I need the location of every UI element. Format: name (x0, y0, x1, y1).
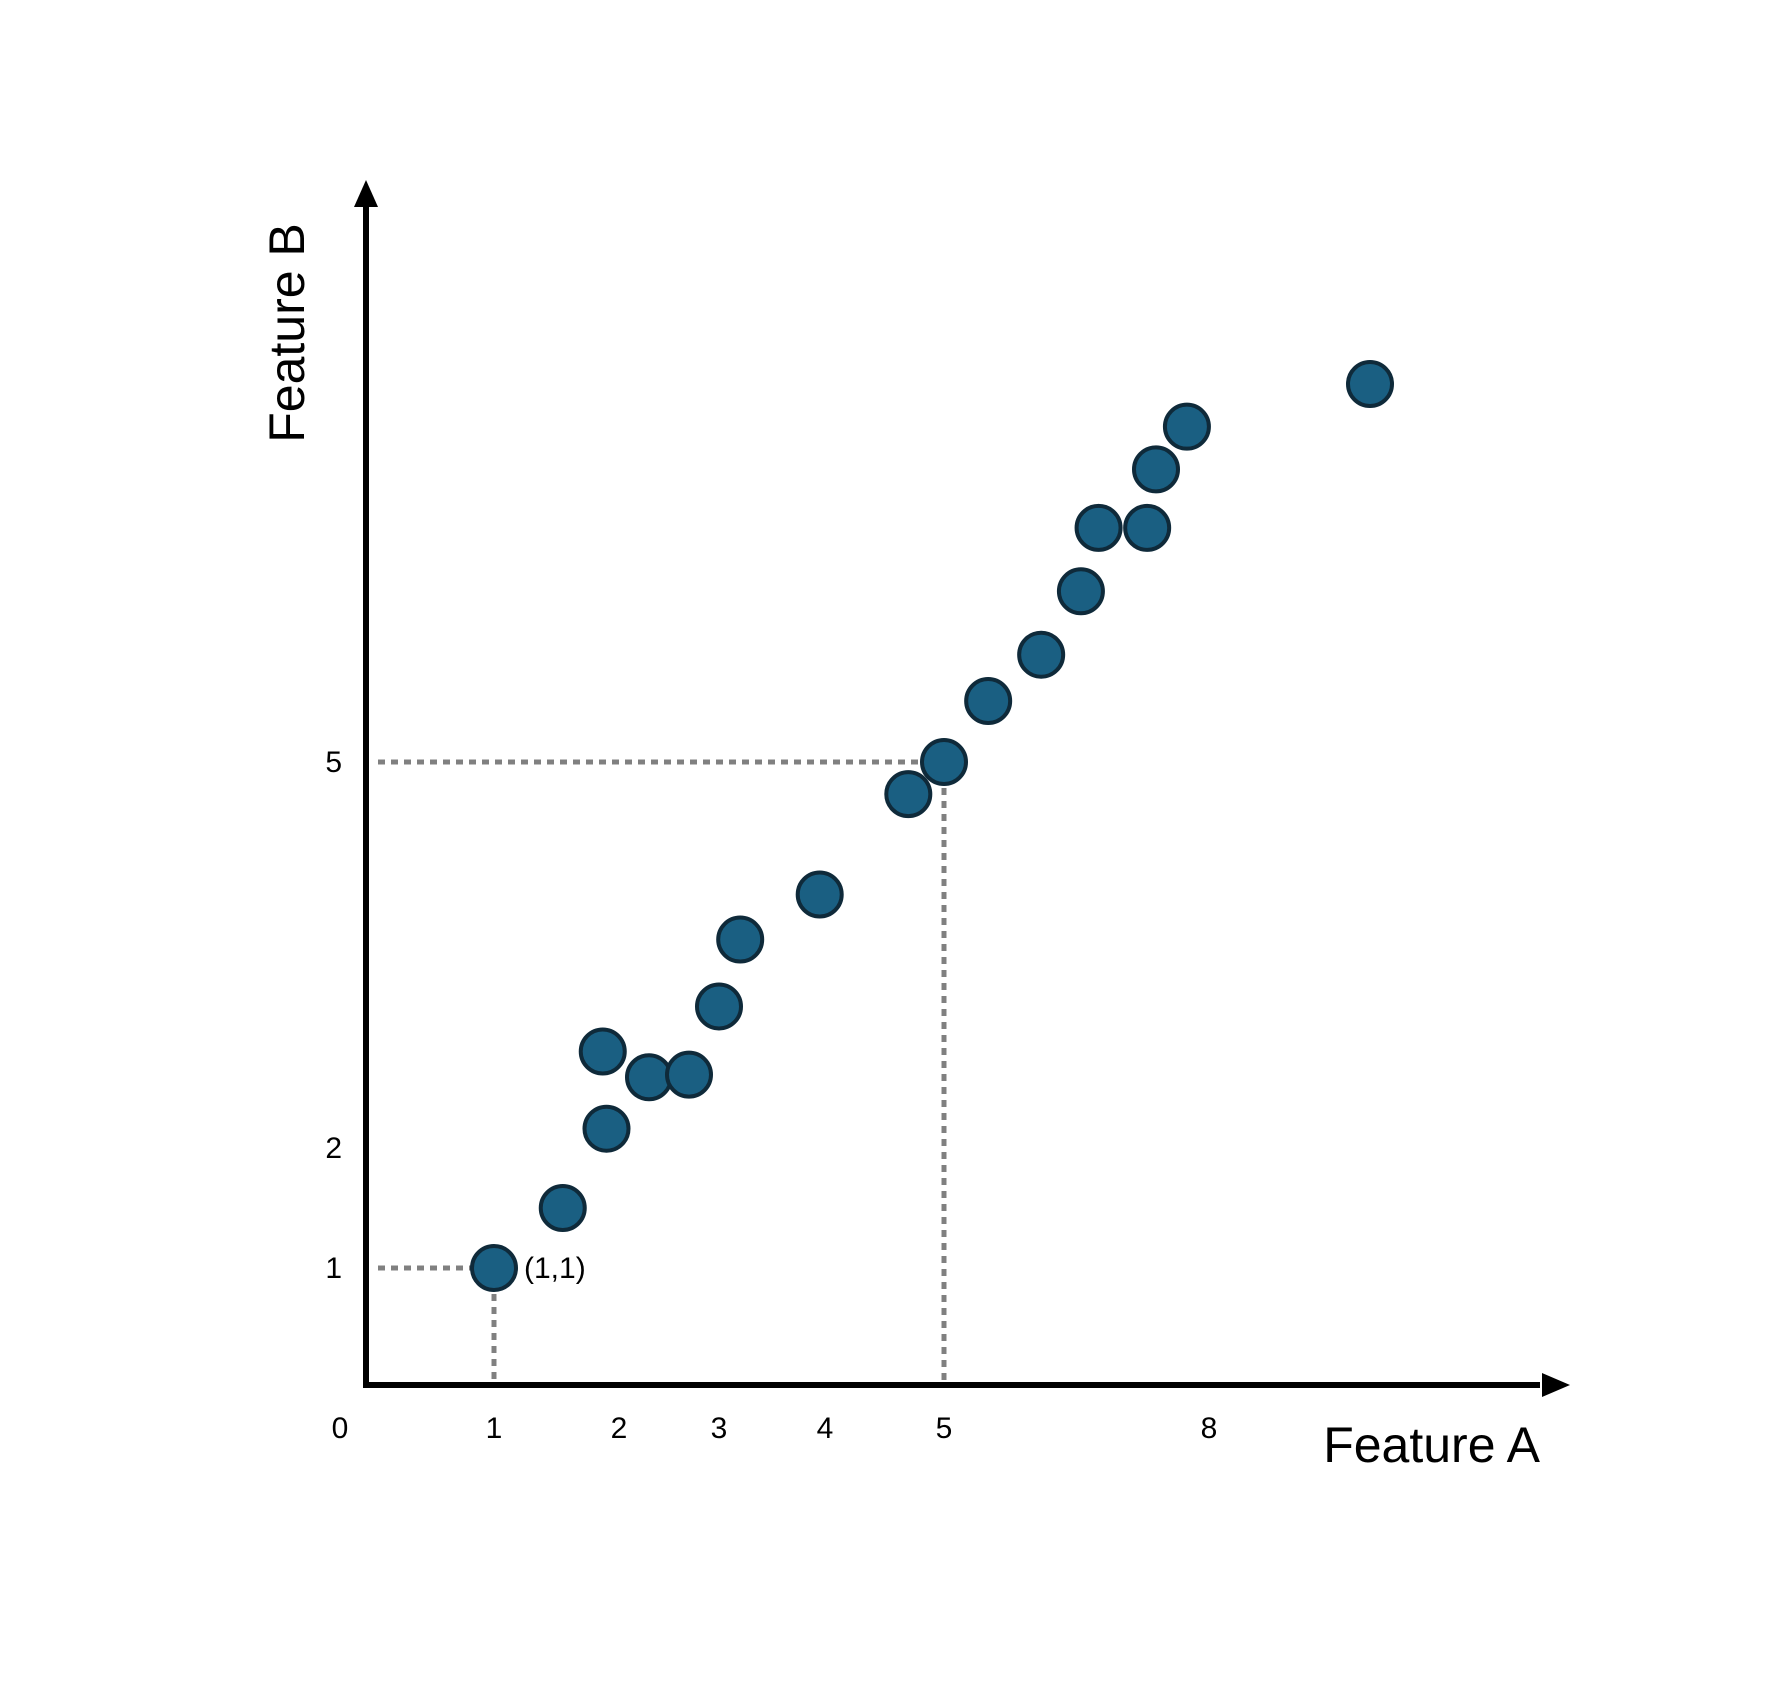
data-point (1056, 567, 1105, 616)
x-tick-label: 1 (486, 1412, 503, 1445)
data-point (582, 1104, 631, 1153)
x-tick-label: 2 (611, 1412, 628, 1445)
point-annotation: (1,1) (524, 1252, 586, 1285)
data-point (884, 770, 933, 819)
annotations: (1,1) (524, 1252, 586, 1285)
x-axis-title: Feature A (1323, 1417, 1540, 1473)
data-point (920, 738, 968, 786)
data-point (665, 1050, 713, 1099)
y-axis-arrowhead (354, 180, 378, 207)
x-tick-label: 3 (711, 1412, 728, 1445)
data-point (1123, 503, 1172, 552)
x-axis-arrowhead (1542, 1373, 1570, 1397)
x-tick-label: 8 (1201, 1412, 1218, 1445)
y-tick-label: 1 (325, 1252, 342, 1285)
data-point (578, 1027, 627, 1076)
y-axis-title: Feature B (259, 223, 315, 443)
x-tick-label: 4 (817, 1412, 834, 1445)
data-point (1162, 402, 1211, 451)
axes (354, 180, 1570, 1397)
tick-labels: 0 1 2 3 4 5 8 1 2 5 (325, 746, 1217, 1445)
data-point (538, 1184, 587, 1232)
data-point (695, 982, 743, 1031)
data-point (470, 1244, 518, 1292)
data-point (1132, 445, 1180, 494)
data-point (1017, 630, 1066, 679)
data-point (795, 870, 844, 919)
y-tick-label: 5 (325, 746, 342, 779)
data-point (1074, 503, 1123, 552)
y-tick-label: 2 (325, 1132, 342, 1165)
data-point (1346, 360, 1394, 408)
x-tick-label: 0 (332, 1412, 349, 1445)
x-tick-label: 5 (936, 1412, 953, 1445)
data-point (964, 677, 1013, 726)
data-point (716, 915, 765, 964)
data-point (625, 1053, 673, 1102)
data-points (470, 360, 1394, 1292)
